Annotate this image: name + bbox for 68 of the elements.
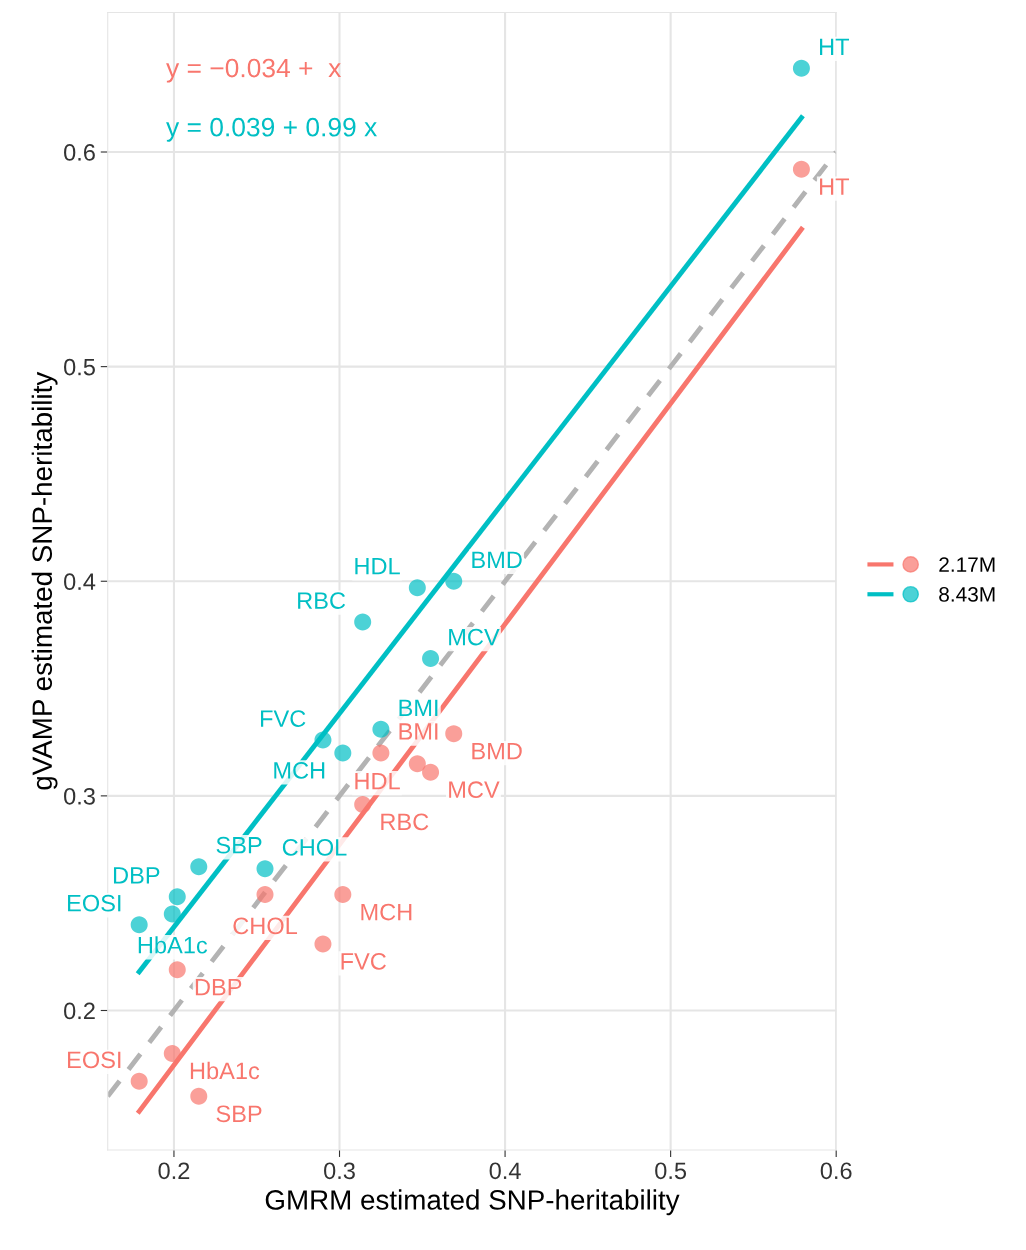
data-label: BMI xyxy=(399,699,438,716)
point xyxy=(256,860,274,878)
x-tick-label: 0.6 xyxy=(820,1162,852,1180)
data-label: SBP xyxy=(216,1105,262,1123)
point xyxy=(190,858,208,876)
legend-label: 8.43M xyxy=(939,587,995,602)
x-tick-label: 0.4 xyxy=(489,1162,521,1180)
data-label: HT xyxy=(820,178,850,195)
data-label: FVC xyxy=(261,710,306,727)
point xyxy=(372,720,390,738)
data-label: HT xyxy=(820,38,850,55)
y-tick-label: 0.2 xyxy=(64,1002,95,1020)
data-label: MCV xyxy=(449,781,500,799)
point xyxy=(408,755,426,773)
y-tick-label: 0.3 xyxy=(64,787,95,805)
point xyxy=(408,579,426,597)
point xyxy=(422,650,440,668)
point xyxy=(314,731,332,749)
data-label: HDL xyxy=(355,772,400,790)
data-label: BMD xyxy=(472,742,522,760)
point xyxy=(314,935,332,953)
data-label: MCV xyxy=(449,628,500,646)
point xyxy=(422,763,440,781)
point xyxy=(168,961,186,979)
point xyxy=(190,1087,208,1105)
point xyxy=(354,613,372,631)
point xyxy=(334,886,352,904)
point xyxy=(130,916,148,934)
point xyxy=(792,59,810,77)
point xyxy=(163,1044,181,1062)
data-label: FVC xyxy=(341,953,386,970)
annotation: y = −0.034 + x xyxy=(166,58,342,83)
point xyxy=(130,1072,148,1090)
data-label: BMD xyxy=(472,551,522,568)
data-label: SBP xyxy=(216,836,262,854)
legend-label: 2.17M xyxy=(939,557,995,572)
data-label: CHOL xyxy=(282,839,347,856)
data-label: RBC xyxy=(381,813,429,831)
data-label: HbA1c xyxy=(190,1061,260,1080)
point xyxy=(163,905,181,923)
annotation: y = 0.039 + 0.99 x xyxy=(166,117,377,142)
point xyxy=(168,888,186,906)
y-tick-label: 0.6 xyxy=(64,144,95,161)
point xyxy=(354,795,372,813)
point xyxy=(792,160,810,178)
point xyxy=(256,886,274,904)
point xyxy=(334,744,352,762)
data-label: CHOL xyxy=(233,917,298,935)
point xyxy=(445,572,463,590)
data-label: MCH xyxy=(361,903,412,921)
data-label: RBC xyxy=(298,592,346,609)
data-label: BMI xyxy=(399,723,438,740)
x-axis-title: GMRM estimated SNP-heritability xyxy=(265,1189,680,1216)
x-tick-label: 0.2 xyxy=(158,1162,190,1180)
point xyxy=(445,725,463,743)
data-label: DBP xyxy=(113,867,160,884)
data-label: HDL xyxy=(355,558,400,575)
data-label: HbA1c xyxy=(138,936,208,954)
data-label: EOSI xyxy=(68,894,121,912)
point xyxy=(372,744,390,762)
x-tick-label: 0.5 xyxy=(655,1162,687,1180)
data-label: MCH xyxy=(274,762,325,779)
data-label: DBP xyxy=(195,979,242,996)
data-label: EOSI xyxy=(68,1051,121,1069)
y-tick-label: 0.4 xyxy=(64,573,96,591)
y-axis-title: gVAMP estimated SNP-heritability xyxy=(31,371,58,790)
x-tick-label: 0.3 xyxy=(324,1162,355,1180)
y-tick-label: 0.5 xyxy=(64,358,95,376)
